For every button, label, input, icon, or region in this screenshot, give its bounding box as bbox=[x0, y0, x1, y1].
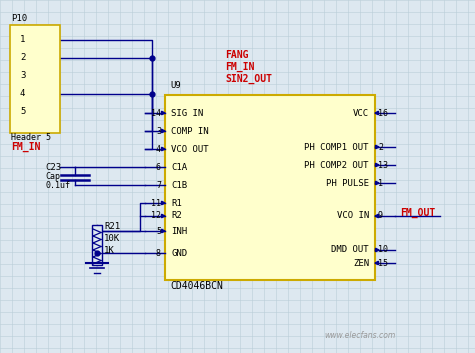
Text: FANG: FANG bbox=[225, 50, 248, 60]
Text: 4: 4 bbox=[156, 144, 161, 154]
Polygon shape bbox=[162, 214, 165, 218]
Text: FM_IN: FM_IN bbox=[225, 62, 255, 72]
Text: PH PULSE: PH PULSE bbox=[326, 179, 369, 187]
Text: INH: INH bbox=[171, 227, 187, 235]
Text: 14: 14 bbox=[151, 108, 161, 118]
Text: 6: 6 bbox=[156, 162, 161, 172]
Text: VCO IN: VCO IN bbox=[337, 211, 369, 221]
Text: FM_IN: FM_IN bbox=[11, 142, 40, 152]
Bar bbox=[10, 25, 60, 133]
Text: CD4046BCN: CD4046BCN bbox=[170, 281, 223, 291]
Text: 2: 2 bbox=[378, 143, 383, 151]
Text: Cap: Cap bbox=[45, 172, 60, 181]
Text: 9: 9 bbox=[378, 211, 383, 221]
Text: PH COMP1 OUT: PH COMP1 OUT bbox=[304, 143, 369, 151]
Text: R2: R2 bbox=[171, 211, 182, 221]
Text: www.elecfans.com: www.elecfans.com bbox=[324, 331, 396, 340]
Text: SIN2_OUT: SIN2_OUT bbox=[225, 74, 272, 84]
Bar bbox=[165, 95, 375, 280]
Text: 3: 3 bbox=[20, 72, 25, 80]
Text: C23: C23 bbox=[45, 163, 61, 172]
Text: 15: 15 bbox=[378, 258, 388, 268]
Text: 10: 10 bbox=[378, 245, 388, 255]
Polygon shape bbox=[375, 111, 379, 115]
Text: 13: 13 bbox=[378, 161, 388, 169]
Text: VCC: VCC bbox=[353, 108, 369, 118]
Text: 1: 1 bbox=[378, 179, 383, 187]
Text: 5: 5 bbox=[156, 227, 161, 235]
Text: 8: 8 bbox=[156, 249, 161, 257]
Polygon shape bbox=[162, 201, 165, 205]
Text: VCO OUT: VCO OUT bbox=[171, 144, 209, 154]
Text: 11: 11 bbox=[151, 198, 161, 208]
Text: C1B: C1B bbox=[171, 180, 187, 190]
Text: 2: 2 bbox=[20, 54, 25, 62]
Text: 4: 4 bbox=[20, 90, 25, 98]
Polygon shape bbox=[376, 163, 379, 167]
Text: 0.1uf: 0.1uf bbox=[45, 181, 70, 190]
Text: 1K: 1K bbox=[104, 246, 115, 255]
Polygon shape bbox=[376, 145, 379, 149]
Polygon shape bbox=[162, 129, 165, 133]
Text: SIG IN: SIG IN bbox=[171, 108, 203, 118]
Bar bbox=[92, 225, 102, 265]
Text: 10K: 10K bbox=[104, 234, 120, 243]
Text: 5: 5 bbox=[20, 108, 25, 116]
Text: U9: U9 bbox=[170, 81, 181, 90]
Text: ZEN: ZEN bbox=[353, 258, 369, 268]
Polygon shape bbox=[162, 111, 165, 115]
Text: P10: P10 bbox=[11, 14, 27, 23]
Text: DMD OUT: DMD OUT bbox=[332, 245, 369, 255]
Polygon shape bbox=[162, 147, 165, 151]
Polygon shape bbox=[375, 261, 379, 265]
Polygon shape bbox=[162, 229, 165, 233]
Text: PH COMP2 OUT: PH COMP2 OUT bbox=[304, 161, 369, 169]
Text: 7: 7 bbox=[156, 180, 161, 190]
Text: 16: 16 bbox=[378, 108, 388, 118]
Text: Header 5: Header 5 bbox=[11, 133, 51, 142]
Polygon shape bbox=[375, 214, 379, 218]
Text: FM_OUT: FM_OUT bbox=[400, 208, 435, 218]
Text: R1: R1 bbox=[171, 198, 182, 208]
Polygon shape bbox=[376, 181, 379, 185]
Text: C1A: C1A bbox=[171, 162, 187, 172]
Text: 12: 12 bbox=[151, 211, 161, 221]
Polygon shape bbox=[376, 248, 379, 252]
Text: COMP IN: COMP IN bbox=[171, 126, 209, 136]
Text: 1: 1 bbox=[20, 36, 25, 44]
Text: 3: 3 bbox=[156, 126, 161, 136]
Text: GND: GND bbox=[171, 249, 187, 257]
Text: R21: R21 bbox=[104, 222, 120, 231]
